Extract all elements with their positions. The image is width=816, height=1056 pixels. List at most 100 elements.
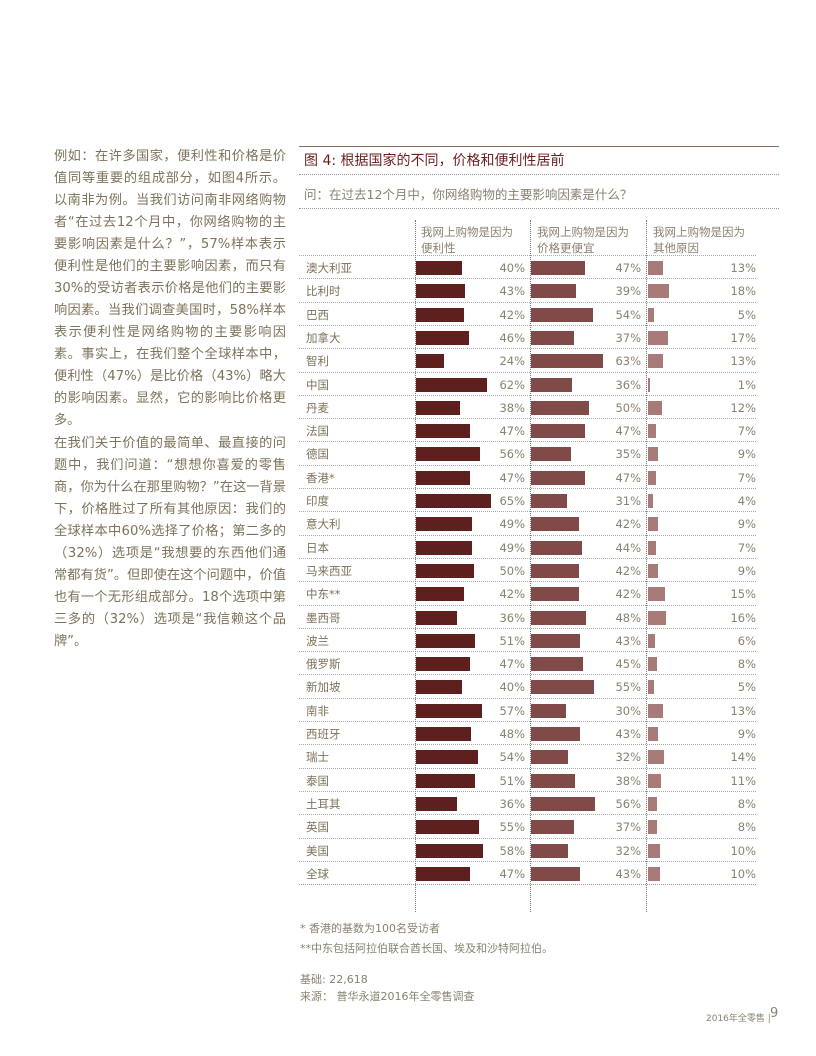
page-number: 9 (770, 1006, 779, 1021)
country-label: 智利 (306, 354, 329, 369)
table-row: 印度 65% 31% 4% (299, 488, 756, 512)
value-label: 42% (615, 563, 641, 578)
value-label: 37% (615, 330, 641, 345)
value-label: 10% (730, 866, 756, 881)
value-label: 65% (499, 494, 525, 508)
header-line: 我网上购物是因为 (653, 225, 745, 239)
value-label: 6% (737, 633, 756, 648)
bar (531, 727, 581, 741)
value-label: 5% (737, 307, 756, 322)
bar (531, 307, 594, 322)
value-label: 24% (499, 354, 525, 369)
header-line: 我网上购物是因为 (537, 225, 629, 239)
value-label: 13% (730, 703, 756, 718)
bar (416, 284, 466, 299)
header-line: 我网上购物是因为 (421, 225, 513, 239)
country-label: 德国 (306, 447, 329, 462)
value-label: 17% (730, 330, 756, 345)
country-label: 俄罗斯 (306, 657, 341, 672)
country-label: 比利时 (306, 284, 341, 299)
bar (416, 540, 473, 555)
bar (648, 424, 657, 439)
table-row: 西班牙 48% 43% 9% (299, 721, 756, 745)
value-label: 57% (499, 703, 525, 718)
footer-label: 2016年全零售 | (706, 1014, 771, 1024)
value-label: 36% (499, 796, 525, 811)
bar (531, 610, 587, 625)
value-label: 54% (615, 307, 641, 322)
bar (531, 424, 586, 439)
bar (416, 330, 469, 345)
bar (416, 494, 491, 508)
value-label: 43% (499, 284, 525, 299)
bar (648, 400, 662, 415)
value-label: 9% (737, 447, 756, 462)
value-label: 56% (615, 796, 641, 811)
value-label: 63% (615, 354, 641, 369)
value-label: 55% (499, 820, 525, 835)
divider (299, 208, 779, 209)
table-row: 中国 62% 36% 1% (299, 371, 756, 396)
bar (416, 680, 462, 695)
bar (416, 657, 471, 672)
table-row: 新加坡 40% 55% 5% (299, 674, 756, 698)
bar (648, 657, 658, 672)
country-label: 全球 (306, 866, 329, 881)
bar (531, 494, 567, 508)
value-label: 42% (499, 587, 525, 602)
country-label: 加拿大 (306, 330, 341, 345)
value-label: 37% (615, 820, 641, 835)
bar (648, 447, 659, 462)
table-row: 日本 49% 44% 7% (299, 534, 756, 559)
bar (531, 820, 574, 835)
country-label: 香港* (306, 470, 335, 485)
bar (416, 703, 482, 718)
bar (531, 866, 581, 881)
column-header: 我网上购物是因为 其他原因 (653, 224, 745, 256)
value-label: 9% (737, 517, 756, 532)
value-label: 56% (499, 447, 525, 462)
bar (648, 307, 654, 322)
country-label: 丹麦 (306, 400, 329, 415)
country-label: 法国 (306, 424, 329, 439)
table-row: 墨西哥 36% 48% 16% (299, 604, 756, 629)
value-label: 7% (737, 540, 756, 555)
bar (531, 447, 572, 462)
bar (531, 517, 580, 532)
value-label: 8% (737, 796, 756, 811)
value-label: 35% (615, 447, 641, 462)
value-label: 55% (615, 680, 641, 695)
bar (648, 866, 660, 881)
value-label: 5% (737, 680, 756, 695)
bar (648, 261, 663, 275)
base-note: 基础: 22,618 (300, 973, 368, 986)
bar (416, 610, 458, 625)
country-label: 土耳其 (306, 796, 341, 811)
column-divider (646, 220, 647, 912)
value-label: 8% (737, 657, 756, 672)
value-label: 49% (499, 517, 525, 532)
bar (648, 330, 668, 345)
table-row: 加拿大 46% 37% 17% (299, 324, 756, 349)
value-label: 7% (737, 470, 756, 485)
bar (531, 354, 604, 369)
table-row: 巴西 42% 54% 5% (299, 301, 756, 326)
bar (416, 517, 473, 532)
column-divider (415, 220, 416, 912)
value-label: 39% (615, 284, 641, 299)
bar (648, 680, 654, 695)
value-label: 48% (615, 610, 641, 625)
value-label: 51% (499, 633, 525, 648)
value-label: 50% (499, 563, 525, 578)
value-label: 44% (615, 540, 641, 555)
table-row: 南非 57% 30% 13% (299, 697, 756, 722)
bar (416, 773, 475, 788)
value-label: 32% (615, 843, 641, 858)
value-label: 47% (615, 424, 641, 439)
bar (648, 517, 659, 532)
value-label: 36% (499, 610, 525, 625)
value-label: 43% (615, 633, 641, 648)
bar (531, 400, 589, 415)
table-row: 意大利 49% 42% 9% (299, 511, 756, 535)
